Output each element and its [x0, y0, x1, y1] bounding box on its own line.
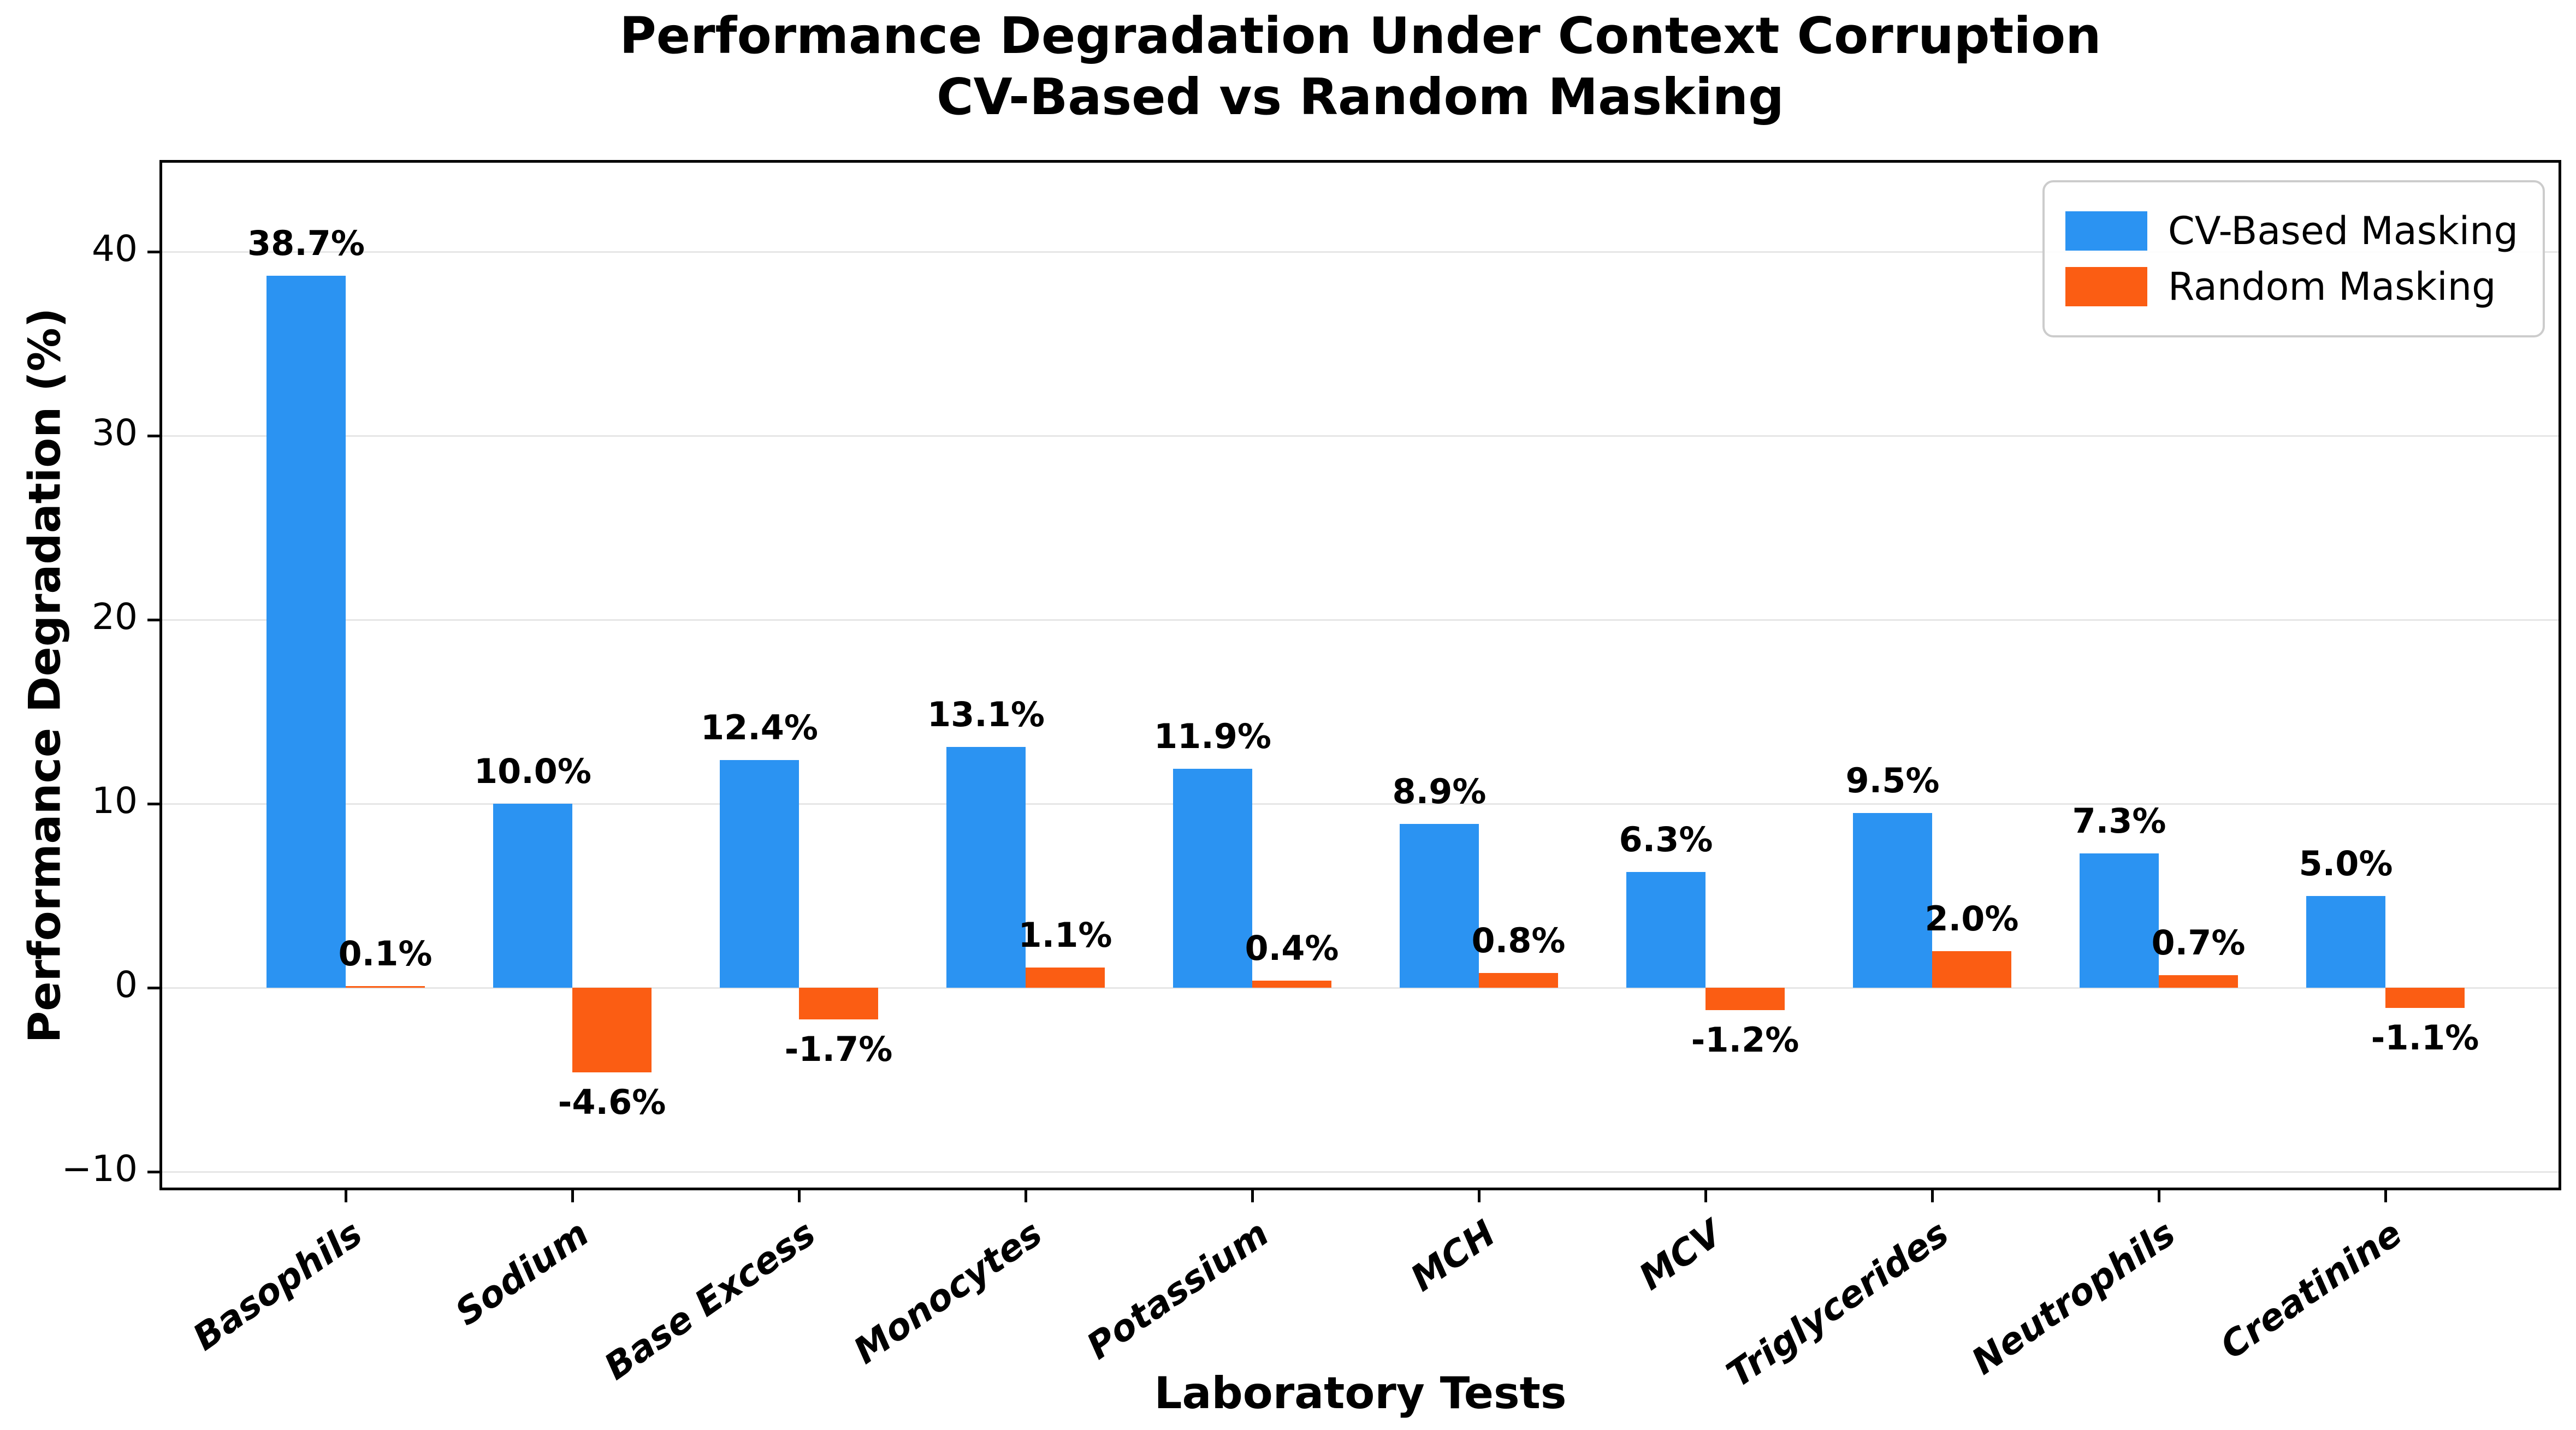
- bar-label-cv-based-masking-potassium: 11.9%: [1153, 716, 1272, 757]
- bar-label-random-masking-triglycerides: 2.0%: [1924, 898, 2019, 939]
- gridline: [159, 803, 2561, 805]
- legend-label-random-masking: Random Masking: [2168, 264, 2496, 309]
- y-tick-label--10: −10: [61, 1148, 138, 1190]
- bar-label-random-masking-neutrophils: 0.7%: [2151, 922, 2246, 963]
- bar-label-cv-based-masking-creatinine: 5.0%: [2299, 843, 2393, 883]
- bar-label-cv-based-masking-monocytes: 13.1%: [927, 694, 1045, 734]
- y-tick-label-40: 40: [92, 228, 138, 270]
- bar-label-random-masking-mcv: -1.2%: [1691, 1019, 1799, 1060]
- gridline: [159, 1171, 2561, 1173]
- bar-label-cv-based-masking-mch: 8.9%: [1392, 772, 1487, 812]
- y-axis-tick: [147, 250, 159, 253]
- bar-label-random-masking-monocytes: 1.1%: [1018, 915, 1112, 956]
- y-axis-tick: [147, 618, 159, 621]
- gridline: [159, 435, 2561, 437]
- x-axis-tick: [1930, 1190, 1934, 1202]
- bar-cv-based-masking-neutrophils: [2080, 853, 2159, 988]
- bar-label-random-masking-potassium: 0.4%: [1245, 928, 1339, 968]
- legend-item-cv-based-masking: CV-Based Masking: [2065, 209, 2518, 253]
- y-axis-tick: [147, 802, 159, 805]
- bar-label-cv-based-masking-triglycerides: 9.5%: [1845, 761, 1940, 801]
- bar-cv-based-masking-triglycerides: [1853, 813, 1932, 988]
- chart-title-line2: CV-Based vs Random Masking: [936, 68, 1785, 127]
- bar-label-random-masking-basophils: 0.1%: [338, 933, 433, 974]
- y-tick-label-0: 0: [115, 964, 138, 1006]
- bar-cv-based-masking-monocytes: [946, 746, 1026, 988]
- bar-label-random-masking-creatinine: -1.1%: [2371, 1018, 2479, 1058]
- x-axis-tick: [1251, 1190, 1254, 1202]
- bar-label-cv-based-masking-mcv: 6.3%: [1619, 820, 1713, 860]
- gridline: [159, 987, 2561, 989]
- bar-random-masking-creatinine: [2385, 988, 2465, 1008]
- bar-label-cv-based-masking-sodium: 10.0%: [473, 751, 592, 792]
- x-axis-tick: [797, 1190, 801, 1202]
- y-axis-tick: [147, 986, 159, 989]
- bar-cv-based-masking-creatinine: [2306, 895, 2385, 988]
- bar-label-cv-based-masking-base-excess: 12.4%: [700, 707, 819, 747]
- y-axis-tick: [147, 1170, 159, 1173]
- bar-random-masking-base-excess: [799, 988, 878, 1019]
- x-axis-tick: [344, 1190, 347, 1202]
- bar-random-masking-potassium: [1252, 980, 1331, 988]
- axes-frame: [159, 160, 2561, 1190]
- y-tick-label-30: 30: [92, 412, 138, 454]
- x-axis-tick: [1024, 1190, 1027, 1202]
- bar-random-masking-sodium: [572, 988, 652, 1073]
- legend-item-random-masking: Random Masking: [2065, 264, 2518, 309]
- bar-random-masking-mcv: [1706, 988, 1785, 1010]
- x-axis-tick: [1704, 1190, 1707, 1202]
- bar-random-masking-triglycerides: [1932, 951, 2011, 988]
- bar-random-masking-mch: [1479, 973, 1558, 988]
- legend-swatch-random-masking: [2065, 267, 2147, 306]
- bar-label-cv-based-masking-neutrophils: 7.3%: [2072, 801, 2166, 841]
- chart-title: Performance Degradation Under Context Co…: [159, 5, 2561, 128]
- bar-label-random-masking-sodium: -4.6%: [558, 1082, 666, 1123]
- bar-label-cv-based-masking-basophils: 38.7%: [247, 223, 365, 264]
- bar-label-random-masking-mch: 0.8%: [1471, 921, 1566, 961]
- y-tick-label-10: 10: [92, 780, 138, 822]
- x-axis-tick: [1477, 1190, 1481, 1202]
- bar-cv-based-masking-potassium: [1173, 769, 1252, 988]
- x-axis-title: Laboratory Tests: [1154, 1368, 1567, 1419]
- chart-title-line1: Performance Degradation Under Context Co…: [619, 7, 2101, 65]
- y-axis-title: Performance Degradation (%): [19, 307, 70, 1043]
- gridline: [159, 251, 2561, 253]
- bar-cv-based-masking-base-excess: [720, 759, 799, 988]
- gridline: [159, 619, 2561, 621]
- bar-label-random-masking-base-excess: -1.7%: [784, 1029, 893, 1069]
- bar-random-masking-monocytes: [1026, 968, 1105, 988]
- bar-cv-based-masking-sodium: [493, 804, 572, 988]
- y-axis-tick: [147, 434, 159, 437]
- bar-random-masking-basophils: [346, 986, 425, 988]
- y-tick-label-20: 20: [92, 596, 138, 638]
- legend-label-cv-based-masking: CV-Based Masking: [2168, 209, 2518, 253]
- legend-swatch-cv-based-masking: [2065, 211, 2147, 251]
- x-axis-tick: [571, 1190, 574, 1202]
- bar-cv-based-masking-mch: [1400, 824, 1479, 988]
- legend: CV-Based Masking Random Masking: [2042, 180, 2545, 337]
- x-axis-tick: [2384, 1190, 2387, 1202]
- bar-cv-based-masking-basophils: [267, 276, 346, 988]
- bar-random-masking-neutrophils: [2159, 975, 2238, 988]
- x-axis-tick: [2157, 1190, 2160, 1202]
- bar-cv-based-masking-mcv: [1626, 872, 1706, 988]
